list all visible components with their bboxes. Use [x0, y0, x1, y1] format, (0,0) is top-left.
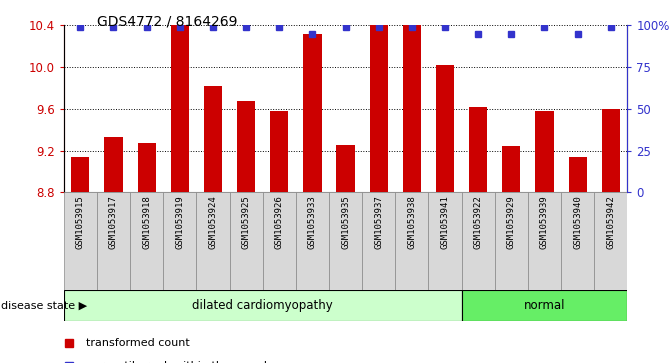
Text: GSM1053919: GSM1053919 — [175, 195, 185, 249]
Bar — [303, 34, 321, 192]
Bar — [362, 192, 395, 290]
Bar — [197, 192, 229, 290]
Bar — [469, 107, 487, 192]
Bar — [105, 137, 123, 192]
Bar — [204, 86, 222, 192]
Bar — [528, 192, 561, 290]
Bar — [130, 192, 163, 290]
Bar — [296, 192, 329, 290]
Text: transformed count: transformed count — [87, 338, 190, 348]
Text: GDS4772 / 8164269: GDS4772 / 8164269 — [97, 15, 238, 29]
Bar — [395, 192, 429, 290]
Text: GSM1053926: GSM1053926 — [274, 195, 284, 249]
Text: GSM1053933: GSM1053933 — [308, 195, 317, 249]
Text: GSM1053918: GSM1053918 — [142, 195, 151, 249]
Text: GSM1053922: GSM1053922 — [474, 195, 482, 249]
Text: GSM1053938: GSM1053938 — [407, 195, 417, 249]
Bar — [561, 192, 595, 290]
Text: GSM1053937: GSM1053937 — [374, 195, 383, 249]
Bar — [262, 192, 296, 290]
Bar — [602, 109, 620, 192]
Bar — [535, 111, 554, 192]
Bar — [64, 290, 462, 321]
Bar — [71, 157, 89, 192]
Text: GSM1053915: GSM1053915 — [76, 195, 85, 249]
Bar — [370, 10, 388, 192]
Text: GSM1053941: GSM1053941 — [441, 195, 450, 249]
Bar — [436, 65, 454, 192]
Bar — [495, 192, 528, 290]
Bar — [229, 192, 262, 290]
Bar — [429, 192, 462, 290]
Text: GSM1053942: GSM1053942 — [607, 195, 615, 249]
Bar — [138, 143, 156, 192]
Bar — [163, 192, 197, 290]
Text: GSM1053917: GSM1053917 — [109, 195, 118, 249]
Bar — [97, 192, 130, 290]
Bar — [462, 290, 627, 321]
Bar — [237, 101, 255, 192]
Text: dilated cardiomyopathy: dilated cardiomyopathy — [193, 299, 333, 312]
Bar — [329, 192, 362, 290]
Bar — [568, 157, 586, 192]
Text: disease state ▶: disease state ▶ — [1, 301, 87, 311]
Bar — [462, 192, 495, 290]
Text: GSM1053929: GSM1053929 — [507, 195, 516, 249]
Text: normal: normal — [524, 299, 565, 312]
Text: GSM1053925: GSM1053925 — [242, 195, 250, 249]
Text: GSM1053924: GSM1053924 — [209, 195, 217, 249]
Bar — [403, 9, 421, 192]
Bar — [502, 147, 521, 192]
Text: GSM1053935: GSM1053935 — [341, 195, 350, 249]
Bar — [336, 146, 355, 192]
Bar — [170, 10, 189, 192]
Text: GSM1053939: GSM1053939 — [540, 195, 549, 249]
Text: GSM1053940: GSM1053940 — [573, 195, 582, 249]
Bar — [270, 111, 289, 192]
Text: percentile rank within the sample: percentile rank within the sample — [87, 361, 274, 363]
Bar — [64, 192, 97, 290]
Bar — [595, 192, 627, 290]
